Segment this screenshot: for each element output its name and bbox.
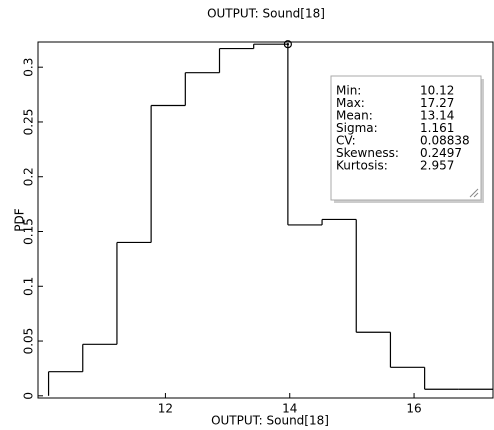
stat-label: Skewness: bbox=[336, 146, 399, 160]
stat-value: 13.14 bbox=[420, 109, 454, 123]
highlight-dot bbox=[286, 42, 290, 46]
stat-label: Max: bbox=[336, 96, 365, 110]
x-tick-label: 14 bbox=[282, 402, 297, 416]
y-tick-label: 0.3 bbox=[22, 58, 36, 77]
y-axis-label: PDF bbox=[13, 208, 27, 231]
stat-label: Min: bbox=[336, 84, 361, 98]
stat-label: Sigma: bbox=[336, 121, 378, 135]
stat-value: 0.08838 bbox=[420, 134, 470, 148]
highlight-marker bbox=[283, 40, 292, 49]
y-tick-label: 0.05 bbox=[22, 328, 36, 355]
y-tick-label: 0 bbox=[22, 392, 36, 400]
stats-box bbox=[330, 75, 482, 201]
y-tick-label: 0.2 bbox=[22, 167, 36, 186]
y-tick-label: 0.15 bbox=[22, 218, 36, 245]
stat-value: 17.27 bbox=[420, 96, 454, 110]
x-tick-label: 12 bbox=[158, 402, 173, 416]
y-tick-label: 0.25 bbox=[22, 109, 36, 136]
x-axis-label: OUTPUT: Sound[18] bbox=[211, 414, 329, 428]
stat-label: Kurtosis: bbox=[336, 159, 388, 173]
stat-value: 2.957 bbox=[420, 159, 454, 173]
y-tick-label: 0.1 bbox=[22, 277, 36, 296]
chart-title: OUTPUT: Sound[18] bbox=[207, 7, 325, 21]
stat-value: 10.12 bbox=[420, 84, 454, 98]
stat-label: CV: bbox=[336, 134, 356, 148]
stat-value: 0.2497 bbox=[420, 146, 462, 160]
x-tick-label: 16 bbox=[406, 402, 421, 416]
plot-frame bbox=[37, 41, 494, 399]
stat-value: 1.161 bbox=[420, 121, 454, 135]
resize-grip bbox=[469, 188, 479, 198]
stat-label: Mean: bbox=[336, 109, 373, 123]
